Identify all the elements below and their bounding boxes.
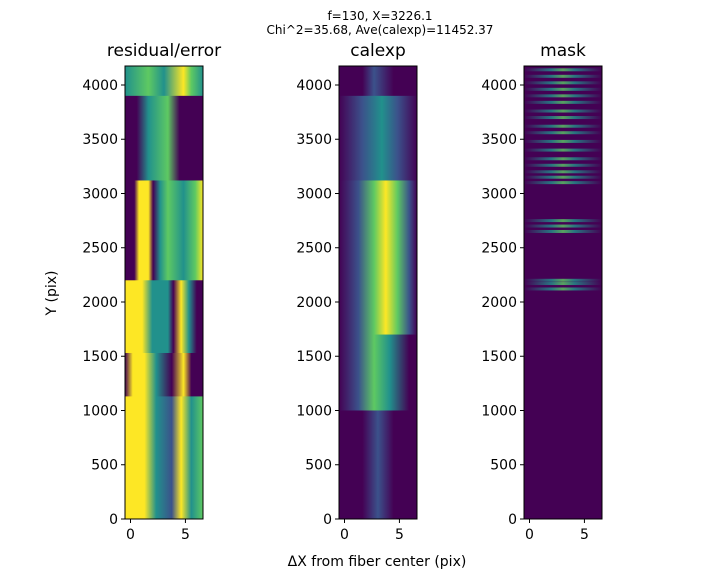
mask-line	[524, 100, 602, 104]
image-band	[339, 95, 417, 181]
panel-1: calexp 0 500 1000 1500 2000 2500 3000 3500 4000 0 5	[296, 41, 418, 543]
mask-line	[524, 131, 602, 135]
y-tick-label: 2000	[296, 295, 332, 311]
y-tick-label: 2000	[82, 295, 118, 311]
mask-line	[524, 229, 602, 233]
mask-line	[524, 68, 602, 72]
mask-line	[524, 224, 602, 228]
axes-frame	[523, 65, 603, 520]
y-tick-label: 3500	[296, 132, 332, 148]
y-tick-label: 500	[490, 458, 517, 474]
image-band	[125, 180, 203, 281]
mask-line	[524, 278, 602, 282]
y-tick-label: 1500	[82, 349, 118, 365]
axes-frame	[124, 65, 204, 520]
x-tick-label: 5	[395, 527, 404, 543]
x-tick-label: 5	[580, 527, 589, 543]
x-tick-label: 0	[126, 527, 135, 543]
image-band	[125, 280, 203, 354]
image-band	[125, 352, 203, 397]
x-tick-label: 0	[340, 527, 349, 543]
mask-line	[524, 282, 602, 286]
mask-line	[524, 287, 602, 291]
panel-title: mask	[540, 41, 586, 61]
x-tick-label: 0	[525, 527, 534, 543]
mask-line	[524, 109, 602, 113]
image-band	[125, 66, 203, 97]
image-band	[125, 95, 203, 181]
axes-frame	[338, 65, 418, 520]
mask-line	[524, 74, 602, 78]
y-tick-label: 2500	[481, 241, 517, 257]
y-tick-label: 4000	[481, 78, 517, 94]
y-tick-label: 4000	[82, 78, 118, 94]
y-tick-label: 1000	[296, 403, 332, 419]
mask-line	[524, 219, 602, 223]
mask-line	[524, 148, 602, 152]
image-band	[125, 396, 203, 520]
y-tick-label: 3500	[82, 132, 118, 148]
y-tick-label: 0	[109, 512, 118, 528]
y-tick-label: 2500	[296, 241, 332, 257]
panel-title: residual/error	[107, 41, 221, 61]
panel-2: mask 0 500 1000 1500 2000 2500 3000 3500 4000 0 5	[481, 41, 603, 543]
y-tick-label: 3000	[82, 186, 118, 202]
mask-line	[524, 87, 602, 91]
image-band	[339, 410, 417, 520]
y-tick-label: 3000	[481, 186, 517, 202]
mask-line	[524, 81, 602, 85]
y-tick-label: 0	[508, 512, 517, 528]
y-tick-label: 3000	[296, 186, 332, 202]
mask-line	[524, 175, 602, 179]
mask-line	[524, 116, 602, 120]
y-tick-label: 500	[91, 458, 118, 474]
y-tick-label: 1500	[296, 349, 332, 365]
mask-line	[524, 163, 602, 167]
panel-title: calexp	[350, 41, 406, 61]
mask-line	[524, 170, 602, 174]
y-tick-label: 4000	[296, 78, 332, 94]
suptitle-line1: f=130, X=3226.1	[327, 9, 433, 23]
mask-line	[524, 124, 602, 128]
mask-line	[524, 139, 602, 143]
y-tick-label: 1500	[481, 349, 517, 365]
suptitle-line2: Chi^2=35.68, Ave(calexp)=11452.37	[266, 23, 494, 37]
image-band	[339, 180, 417, 336]
image-band	[339, 66, 417, 97]
x-tick-label: 5	[181, 527, 190, 543]
image-band	[339, 334, 417, 411]
mask-line	[524, 94, 602, 98]
y-tick-label: 1000	[82, 403, 118, 419]
y-tick-label: 0	[323, 512, 332, 528]
y-tick-label: 3500	[481, 132, 517, 148]
y-tick-label: 1000	[481, 403, 517, 419]
mask-line	[524, 157, 602, 161]
y-tick-label: 2000	[481, 295, 517, 311]
x-axis-label: ΔX from fiber center (pix)	[288, 554, 467, 570]
panel-0: residual/error 0 500 1000 1500 2000 2500 3000 35…	[82, 41, 221, 543]
y-tick-label: 2500	[82, 241, 118, 257]
y-tick-label: 500	[305, 458, 332, 474]
y-axis-label: Y (pix)	[44, 271, 60, 317]
mask-line	[524, 181, 602, 185]
